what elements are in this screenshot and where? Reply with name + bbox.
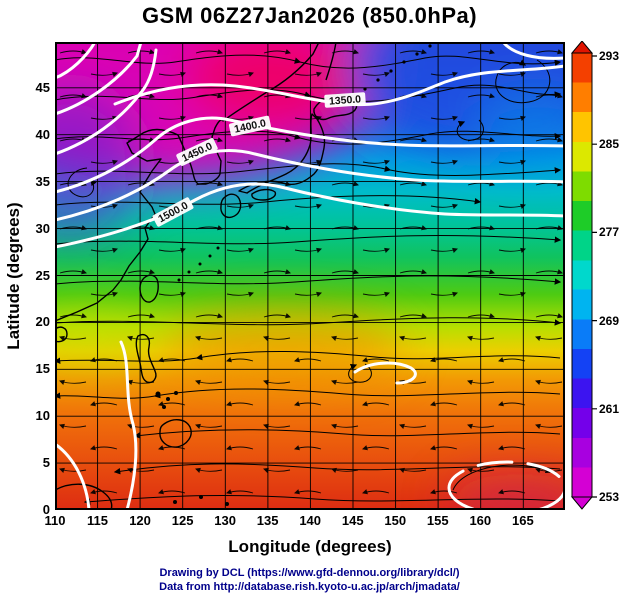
colorbar-tick-label: 285: [599, 137, 619, 152]
chart-title: GSM 06Z27Jan2026 (850.0hPa): [141, 3, 478, 28]
colorbar-tick-label: 293: [599, 49, 619, 63]
x-tick-label: 115: [87, 513, 109, 528]
colorbar-ticks: [592, 55, 597, 498]
map-canvas: 1350.0 1400.0 1450.0 1500.0: [55, 42, 565, 510]
streamlines: [55, 54, 562, 505]
map-plot-area: 1350.0 1400.0 1450.0 1500.0: [55, 42, 565, 510]
x-tick-label: 150: [384, 513, 407, 528]
credits: Drawing by DCL (https://www.gfd-dennou.o…: [0, 566, 619, 594]
x-tick-label: 165: [511, 513, 534, 528]
y-tick-label: 35: [35, 173, 50, 189]
y-tick-label: 45: [35, 80, 50, 95]
x-tick-label: 125: [171, 513, 194, 528]
y-axis-tick-labels: 45 40 35 30 25 20 15 10 5 0: [18, 81, 50, 517]
colorbar-tick-label: 277: [599, 225, 619, 240]
x-tick-label: 145: [341, 513, 364, 528]
contour-label-1350: 1350.0: [329, 93, 362, 107]
x-tick-label: 120: [129, 513, 151, 528]
x-tick-label: 110: [44, 513, 66, 528]
x-tick-label: 135: [256, 513, 279, 528]
colorbar-tick-label: 253: [599, 489, 619, 504]
x-axis-label: Longitude (degrees): [228, 537, 392, 556]
colorbar-scale: [571, 52, 593, 498]
colorbar-top-arrow: [570, 41, 594, 54]
x-tick-label: 140: [299, 513, 322, 528]
colorbar-tick-label: 261: [599, 401, 619, 416]
colorbar-tick-labels: 293 285 277 269 261 253: [599, 49, 619, 504]
x-tick-label: 160: [469, 513, 492, 528]
y-tick-label: 25: [35, 267, 50, 283]
x-tick-label: 155: [426, 513, 449, 528]
x-tick-label: 130: [214, 513, 236, 528]
y-tick-label: 30: [35, 220, 50, 236]
credit-line-2: Data from http://database.rish.kyoto-u.a…: [159, 581, 460, 593]
y-tick-label: 20: [35, 314, 50, 330]
y-tick-label: 0: [42, 501, 50, 517]
streamline-arrow-texture: [55, 42, 565, 510]
x-axis-tick-labels: 110 115 120 125 130 135 140 145 150 155 160 165: [38, 513, 540, 528]
map-frame: [55, 42, 565, 510]
y-tick-label: 5: [42, 455, 50, 470]
colorbar-tick-label: 269: [599, 313, 619, 328]
credit-line-1: Drawing by DCL (https://www.gfd-dennou.o…: [159, 567, 460, 579]
y-tick-label: 15: [35, 361, 50, 377]
y-tick-label: 40: [35, 126, 50, 142]
y-tick-label: 10: [35, 408, 50, 424]
colorbar: [570, 41, 597, 510]
colorbar-bottom-arrow: [570, 496, 594, 510]
